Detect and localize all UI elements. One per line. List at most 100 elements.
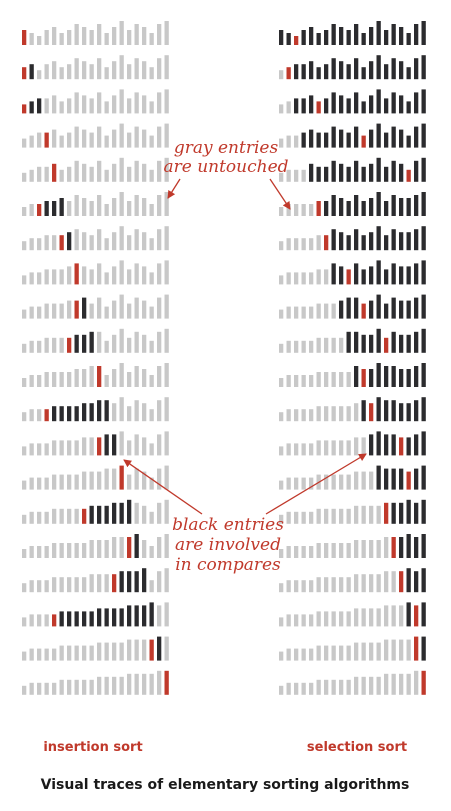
insertion-trace-bar <box>112 232 117 251</box>
selection-trace-bar <box>301 98 306 114</box>
selection-trace-bar <box>286 443 291 456</box>
insertion-trace-bar <box>119 123 124 148</box>
selection-trace-bar <box>309 580 314 593</box>
insertion-trace-bar <box>29 340 34 353</box>
selection-trace-bar <box>279 617 284 627</box>
selection-trace-bar <box>384 639 389 661</box>
insertion-trace-bar <box>97 540 102 558</box>
insertion-trace-bar <box>44 580 49 593</box>
insertion-trace-bar <box>164 499 169 524</box>
insertion-trace-bar <box>44 269 49 285</box>
selection-trace-bar <box>391 571 396 593</box>
insertion-trace-bar <box>82 577 87 593</box>
selection-trace-bar <box>376 55 381 80</box>
insertion-trace-bar <box>157 331 162 353</box>
insertion-trace-bar <box>142 540 147 558</box>
selection-trace-bar <box>346 235 351 251</box>
selection-trace-bar <box>361 400 366 422</box>
selection-trace-bar <box>399 571 404 593</box>
selection-trace-bar <box>414 160 419 182</box>
insertion-trace-bar <box>119 21 124 45</box>
selection-trace-row <box>279 55 426 80</box>
insertion-trace-bar <box>119 397 124 422</box>
selection-trace-bar <box>354 437 359 456</box>
insertion-trace-bar <box>82 437 87 456</box>
insertion-trace-bar <box>44 511 49 524</box>
insertion-trace-bar <box>112 468 117 490</box>
selection-trace-bar <box>361 235 366 251</box>
selection-trace-bar <box>301 306 306 319</box>
selection-trace-bar <box>391 195 396 216</box>
insertion-trace-bar <box>82 508 87 524</box>
insertion-trace-bar <box>164 21 169 45</box>
insertion-trace-bar <box>89 30 94 45</box>
insertion-trace-bar <box>67 474 72 490</box>
selection-trace-bar <box>391 605 396 627</box>
insertion-trace-bar <box>22 275 27 285</box>
selection-trace-bar <box>414 263 419 285</box>
selection-trace-bar <box>316 303 321 319</box>
insertion-trace-bar <box>52 201 57 216</box>
insertion-trace-bar <box>97 471 102 490</box>
selection-trace-bar <box>376 328 381 353</box>
insertion-trace-bar <box>22 241 27 251</box>
selection-trace-bar <box>346 543 351 558</box>
selection-trace-bar <box>331 337 336 353</box>
selection-trace-bar <box>339 61 344 80</box>
insertion-trace-bar <box>44 648 49 661</box>
selection-trace-bar <box>286 375 291 387</box>
insertion-trace-bar <box>37 98 42 114</box>
selection-trace-bar <box>376 431 381 456</box>
insertion-trace-bar <box>134 605 139 627</box>
insertion-trace-bar <box>134 534 139 558</box>
insertion-trace-bar <box>134 58 139 80</box>
selection-trace-bar <box>384 673 389 695</box>
selection-trace-bar <box>324 508 329 524</box>
insertion-trace-bar <box>142 505 147 524</box>
insertion-trace-bar <box>157 366 162 387</box>
insertion-trace-bar <box>37 580 42 593</box>
insertion-trace-bar <box>52 95 57 114</box>
selection-trace-row <box>279 499 426 524</box>
insertion-trace-bar <box>142 300 147 319</box>
selection-trace-bar <box>406 639 411 661</box>
selection-trace-bar <box>286 272 291 285</box>
selection-trace-bar <box>369 403 374 422</box>
selection-trace-bar <box>324 235 329 251</box>
selection-trace-bar <box>384 269 389 285</box>
selection-trace-bar <box>391 468 396 490</box>
selection-trace-bar <box>324 132 329 148</box>
insertion-trace-bar <box>29 272 34 285</box>
selection-trace-bar <box>399 673 404 695</box>
insertion-trace-bar <box>89 611 94 627</box>
selection-trace-bar <box>331 303 336 319</box>
insertion-trace-bar <box>142 61 147 80</box>
selection-trace-bar <box>391 639 396 661</box>
insertion-trace-bar <box>142 369 147 387</box>
selection-trace-bar <box>286 648 291 661</box>
insertion-trace-bar <box>119 431 124 456</box>
selection-trace-bar <box>294 169 299 182</box>
insertion-trace-bar <box>37 511 42 524</box>
insertion-trace-bar <box>29 546 34 558</box>
insertion-trace-bar <box>127 639 132 661</box>
insertion-trace-bar <box>164 602 169 627</box>
selection-trace-bar <box>361 369 366 387</box>
insertion-trace-bar <box>127 201 132 216</box>
selection-trace-bar <box>391 434 396 456</box>
selection-trace-bar <box>384 366 389 387</box>
insertion-trace-bar <box>67 300 72 319</box>
selection-trace-bar <box>391 366 396 387</box>
selection-trace-bar <box>384 201 389 216</box>
insertion-trace-bar <box>89 645 94 661</box>
selection-trace-bar <box>309 340 314 353</box>
selection-trace-bar <box>414 605 419 627</box>
selection-trace-bar <box>376 21 381 45</box>
selection-trace-bar <box>301 64 306 80</box>
insertion-trace-bar <box>157 263 162 285</box>
insertion-trace-bar <box>127 166 132 182</box>
selection-trace-bar <box>361 33 366 45</box>
insertion-trace-bar <box>134 297 139 319</box>
selection-trace-bar <box>279 651 284 661</box>
selection-trace-bar <box>294 511 299 524</box>
